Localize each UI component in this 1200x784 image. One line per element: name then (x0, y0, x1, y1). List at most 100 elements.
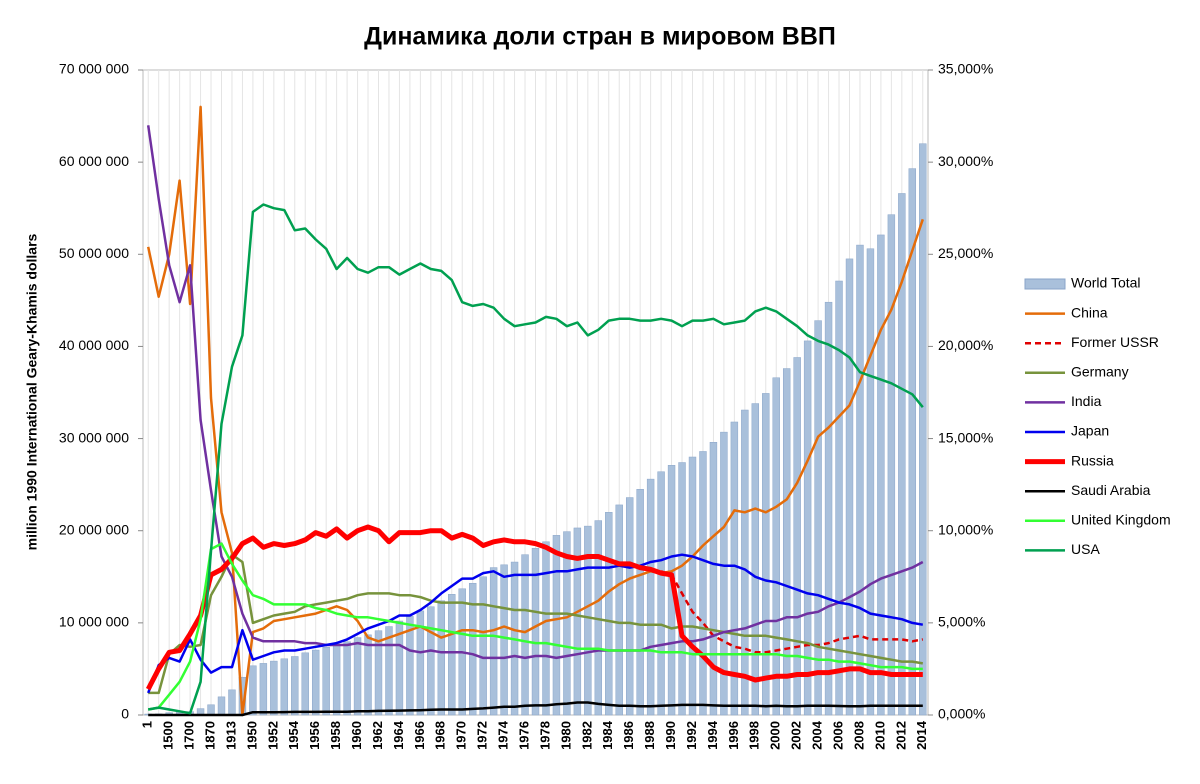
bar (709, 442, 718, 716)
bar (374, 630, 383, 716)
x-tick-label: 2014 (914, 720, 929, 750)
bar (751, 403, 760, 716)
line (147, 542, 923, 711)
bar (908, 168, 917, 716)
bar (353, 637, 362, 716)
line (147, 553, 924, 694)
x-tick-label: 2010 (872, 721, 887, 750)
x-tick-label: 1962 (370, 721, 385, 750)
x-tick-label: 1968 (433, 721, 448, 750)
bar (584, 525, 592, 716)
y-axis-label: million 1990 International Geary-Khamis … (24, 233, 40, 550)
y2-tick-label: 15,000% (938, 429, 993, 445)
y2-tick-label: 25,000% (938, 245, 993, 261)
y-tick-label: 0 (121, 706, 129, 722)
x-tick-label: 2008 (851, 721, 866, 750)
bar (552, 535, 561, 716)
bar (270, 660, 278, 716)
bar (479, 576, 487, 716)
x-tick-label: 1700 (182, 721, 197, 750)
x-tick-label: 1972 (475, 721, 490, 750)
bar (741, 409, 749, 716)
x-tick-label: 1974 (496, 720, 511, 750)
x-tick-label: 1960 (349, 721, 364, 750)
y-tick-label: 20 000 000 (59, 521, 129, 537)
bar (856, 244, 864, 716)
bar (217, 696, 226, 716)
bar (468, 582, 477, 716)
x-tick-label: 1986 (621, 721, 636, 750)
x-tick-label: 1958 (328, 721, 343, 750)
bar (291, 656, 299, 716)
x-tick-label: 1 (140, 721, 155, 728)
legend-label: USA (1071, 541, 1100, 557)
x-tick-label: 1978 (537, 721, 552, 750)
y2-tick-label: 0,000% (938, 706, 985, 722)
bar (500, 564, 508, 716)
bar (563, 531, 571, 716)
bar (427, 606, 435, 716)
bar (605, 512, 613, 716)
x-tick-label: 1994 (705, 720, 720, 750)
bar (887, 214, 896, 716)
y2-tick-label: 10,000% (938, 521, 993, 537)
bar (772, 377, 780, 716)
x-tick-label: 1954 (286, 720, 301, 750)
bar (919, 143, 927, 716)
x-tick-label: 1998 (747, 721, 762, 750)
y-tick-label: 30 000 000 (59, 429, 129, 445)
legend-swatch (1024, 278, 1066, 290)
bar (322, 647, 330, 716)
line (145, 524, 923, 691)
x-tick-label: 1990 (663, 721, 678, 750)
bar (688, 456, 697, 716)
x-tick-label: 1980 (558, 721, 573, 750)
bar (699, 451, 707, 716)
legend-label: China (1071, 304, 1108, 320)
line (148, 553, 924, 695)
bar (259, 663, 268, 716)
bar (364, 634, 372, 716)
legend-label: Saudi Arabia (1071, 482, 1151, 498)
bar (877, 234, 885, 716)
legend-label: Japan (1071, 423, 1109, 439)
x-tick-label: 2006 (830, 721, 845, 750)
bar (636, 489, 644, 716)
y2-tick-label: 20,000% (938, 337, 993, 353)
bar (280, 658, 289, 716)
y-tick-label: 10 000 000 (59, 614, 129, 630)
x-tick-label: 2004 (810, 720, 825, 750)
bar (782, 368, 791, 716)
bar (437, 600, 446, 716)
x-tick-label: 2012 (893, 721, 908, 750)
x-tick-label: 1984 (600, 720, 615, 750)
x-tick-label: 1952 (265, 721, 280, 750)
legend-label: Russia (1071, 452, 1114, 468)
bar (762, 393, 770, 716)
x-tick-label: 1996 (726, 721, 741, 750)
x-tick-label: 1970 (454, 721, 469, 750)
bar (521, 554, 529, 716)
legend-label: World Total (1071, 275, 1141, 291)
bar (803, 340, 812, 716)
y-tick-label: 50 000 000 (59, 245, 129, 261)
x-tick-label: 1870 (202, 721, 217, 750)
bar (615, 504, 623, 716)
line (660, 570, 924, 654)
bar (824, 301, 833, 716)
bar (845, 258, 854, 716)
line (146, 125, 924, 660)
bar (866, 248, 875, 716)
x-tick-label: 1966 (412, 721, 427, 750)
bar (228, 689, 236, 716)
x-tick-label: 1913 (223, 721, 238, 750)
bar (395, 620, 404, 716)
bar (814, 320, 822, 716)
bar (646, 478, 655, 716)
bar (249, 665, 257, 716)
x-tick-label: 1956 (307, 721, 322, 750)
x-tick-label: 1992 (684, 721, 699, 750)
y-tick-label: 70 000 000 (59, 61, 129, 77)
y2-tick-label: 35,000% (938, 61, 993, 77)
